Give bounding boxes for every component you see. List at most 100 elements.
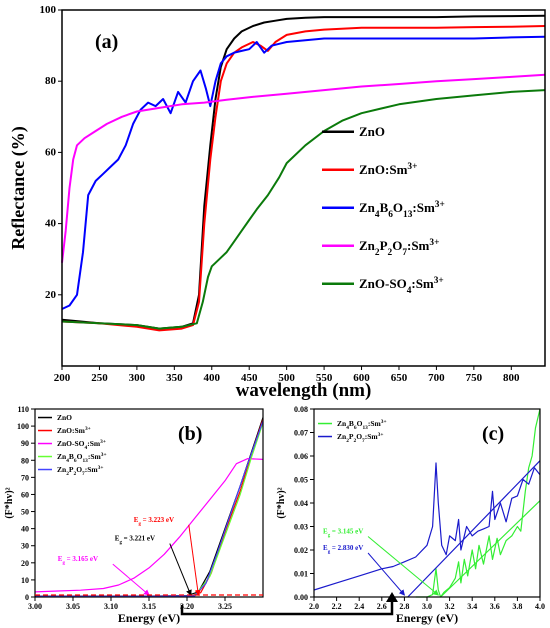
x-tick-label: 600 — [353, 372, 370, 384]
series-line-zno-so4sm3 — [61, 89, 546, 330]
plot-frame-a — [61, 9, 546, 367]
panel-connector-arrow — [180, 592, 398, 616]
panel-label-b: (b) — [178, 423, 202, 445]
y-tick-label: 0.00 — [294, 593, 308, 602]
connector-arrowhead — [386, 592, 398, 602]
legend-entry-zn4b6o13sm3: Zn4B6O13:Sm3+ — [337, 419, 387, 431]
panel-a-reflectance-chart: 200 250 300 350 400 450 500 550 600 650 700 750 800 2… — [8, 4, 546, 401]
y-tick-label: 70 — [21, 473, 29, 482]
panel-c-energy-chart: 2.0 2.2 2.4 2.6 2.8 3.0 3.2 3.4 3.6 3.8 4.0 0.00 0.0… — [276, 405, 545, 625]
x-tick-label: 250 — [91, 372, 108, 384]
x-tick-label: 3.2 — [445, 602, 455, 611]
y-tick-label: 90 — [21, 439, 29, 448]
x-tick-label: 450 — [241, 372, 258, 384]
x-tick-label: 4.0 — [535, 602, 545, 611]
x-axis-title: wavelength (nm) — [236, 380, 372, 401]
bandgap-arrow-1 — [188, 524, 201, 596]
y-tick-label: 100 — [17, 422, 29, 431]
series-line-zn4b6o13sm3 — [415, 408, 541, 598]
legend-entry-zno-so4sm3: ZnO-SO4:Sm3+ — [359, 276, 444, 296]
legend-entry-zno: ZnO — [359, 124, 385, 139]
x-tick-label: 350 — [166, 372, 183, 384]
x-tick-label: 2.4 — [354, 602, 364, 611]
bandgap-arrow-2 — [169, 543, 192, 596]
x-axis-title: Energy (eV) — [118, 611, 180, 625]
bandgap-arrow-3 — [112, 563, 150, 596]
y-tick-label: 10 — [21, 576, 29, 585]
y-tick-label: 60 — [21, 490, 29, 499]
y-tick-label: 40 — [21, 525, 29, 534]
x-tick-label: 3.6 — [490, 602, 500, 611]
legend-entry-zn4b6o13sm3: Zn4B6O13:Sm3+ — [57, 452, 107, 464]
bandgap-arrow-2 — [367, 552, 406, 596]
y-tick-label: 0 — [25, 593, 29, 602]
y-tick-label: 20 — [45, 289, 57, 301]
x-tick-label: 3.15 — [142, 602, 156, 611]
x-tick-label: 800 — [503, 372, 520, 384]
x-tick-label: 3.4 — [467, 602, 477, 611]
x-tick-label: 300 — [129, 372, 146, 384]
bandgap-annotation-2: Eg = 2.830 eV — [323, 544, 363, 555]
x-tick-label: 750 — [466, 372, 483, 384]
fit-line-2 — [407, 460, 541, 598]
x-axis-title: Energy (eV) — [396, 611, 458, 625]
y-tick-label: 80 — [45, 75, 57, 87]
fit-line-1 — [440, 500, 541, 598]
x-tick-label: 550 — [316, 372, 333, 384]
series-line-zn4b6o13sm3 — [61, 35, 546, 310]
series-line-zn2p2o7sm3 — [61, 73, 546, 263]
x-tick-label: 700 — [428, 372, 445, 384]
bandgap-annotation-1: Eg = 3.145 eV — [323, 528, 363, 539]
legend-entry-zn2p2o7sm3: Zn2P2O7:Sm3+ — [359, 238, 439, 258]
legend-entry-zno: ZnO — [57, 413, 72, 422]
x-tick-label: 3.00 — [28, 602, 42, 611]
legend-entry-zn2p2o7sm3: Zn2P2O7:Sm3+ — [57, 465, 103, 477]
series-line-zn2p2o7sm3 — [313, 462, 541, 591]
x-tick-label: 400 — [204, 372, 221, 384]
bandgap-arrow-1 — [367, 536, 440, 596]
y-tick-label: 20 — [21, 559, 29, 568]
y-tick-label: 0.07 — [294, 429, 308, 438]
legend-entry-zn2p2o7sm3: Zn2P2O7:Sm3+ — [337, 432, 383, 444]
series-line-zno — [61, 14, 546, 330]
y-tick-label: 0.02 — [294, 546, 308, 555]
y-tick-label: 30 — [21, 542, 29, 551]
bandgap-annotation-2: Eg = 3.221 eV — [115, 535, 155, 546]
x-tick-label: 500 — [278, 372, 295, 384]
y-tick-label: 100 — [40, 4, 57, 16]
panel-b-energy-chart: 3.00 3.05 3.10 3.15 3.20 3.25 0 10 20 30 40 50 60 70 8… — [4, 405, 264, 625]
legend-entry-znosm3: ZnO:Sm3+ — [359, 162, 417, 177]
bandgap-annotation-1: Eg = 3.223 eV — [134, 516, 174, 527]
bandgap-annotation-3: Eg = 3.165 eV — [58, 555, 98, 566]
x-tick-label: 3.05 — [66, 602, 80, 611]
plot-frame-b — [34, 408, 264, 598]
x-tick-label: 650 — [391, 372, 408, 384]
y-tick-label: 60 — [45, 146, 57, 158]
y-tick-label: 0.04 — [294, 499, 308, 508]
x-tick-label: 3.10 — [104, 602, 118, 611]
x-tick-label: 2.8 — [399, 602, 409, 611]
x-tick-label: 2.2 — [332, 602, 342, 611]
legend-entry-zno-so4sm3: ZnO-SO4:Sm3+ — [57, 439, 106, 451]
y-tick-label: 50 — [21, 508, 29, 517]
legend-entry-znosm3: ZnO:Sm3+ — [57, 426, 91, 435]
y-tick-label: 0.01 — [294, 570, 308, 579]
series-line-zn2p2o7sm3 — [35, 420, 264, 597]
x-tick-label: 3.20 — [180, 602, 194, 611]
legend-entry-zn4b6o13sm3: Zn4B6O13:Sm3+ — [359, 200, 445, 220]
y-tick-label: 0.05 — [294, 476, 308, 485]
y-tick-label: 110 — [17, 405, 29, 414]
x-tick-label: 2.0 — [309, 602, 319, 611]
x-tick-label: 3.25 — [218, 602, 232, 611]
y-tick-label: 0.08 — [294, 405, 308, 414]
series-line-znosm3 — [61, 25, 546, 332]
y-tick-label: 40 — [45, 218, 57, 230]
y-axis-title: (F*hv)² — [4, 487, 15, 518]
x-tick-label: 3.0 — [422, 602, 432, 611]
x-tick-label: 3.8 — [512, 602, 522, 611]
connector-path — [180, 598, 394, 616]
series-line-zno-so4sm3 — [34, 458, 264, 593]
x-tick-label: 200 — [54, 372, 71, 384]
series-line-zn4b6o13sm3 — [35, 422, 264, 598]
